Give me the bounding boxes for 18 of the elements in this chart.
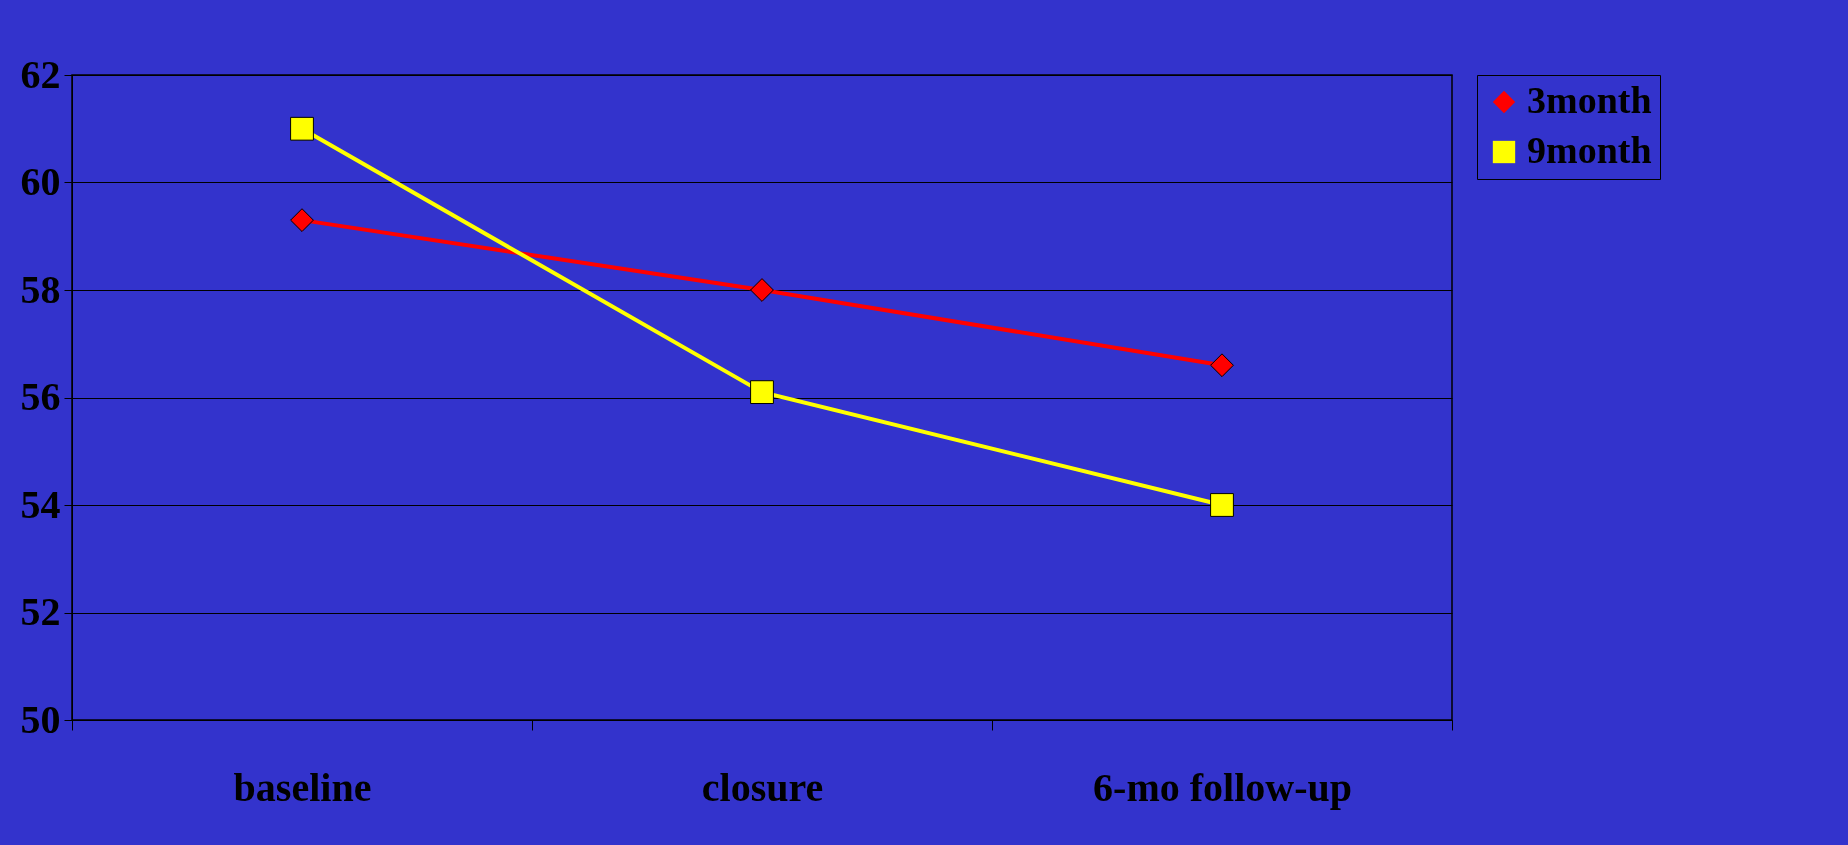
point <box>290 116 314 141</box>
point <box>1210 493 1234 517</box>
legend-label: 3month <box>1527 79 1652 121</box>
y-tick-label: 62 <box>20 51 61 97</box>
point <box>290 208 314 233</box>
x-tick-label: closure <box>701 764 824 810</box>
y-tick-label: 50 <box>20 696 61 742</box>
x-tick-label: baseline <box>233 764 372 810</box>
y-tick-label: 58 <box>20 266 61 312</box>
x-tick-label: 6-mo follow-up <box>1093 764 1352 810</box>
y-tick-label: 54 <box>20 481 61 527</box>
point <box>1210 353 1234 378</box>
y-tick-label: 60 <box>20 159 61 204</box>
point <box>750 380 774 405</box>
legend-label: 9month <box>1527 129 1652 171</box>
y-tick-label: 52 <box>20 589 61 634</box>
y-tick-label: 56 <box>20 374 61 419</box>
point <box>750 278 774 302</box>
